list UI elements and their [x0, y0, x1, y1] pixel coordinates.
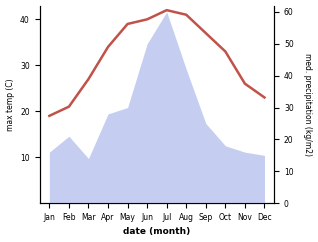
Y-axis label: max temp (C): max temp (C)	[5, 78, 15, 131]
X-axis label: date (month): date (month)	[123, 227, 190, 236]
Y-axis label: med. precipitation (kg/m2): med. precipitation (kg/m2)	[303, 53, 313, 156]
